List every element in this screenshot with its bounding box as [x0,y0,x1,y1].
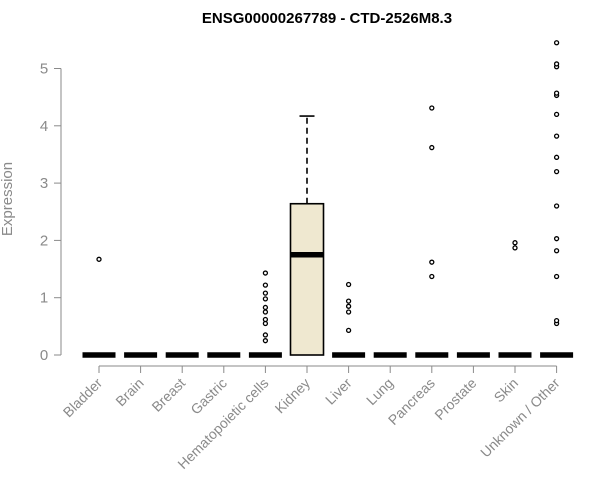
x-tick-label: Unknown / Other [477,375,563,461]
outlier-point [429,273,435,280]
outlier-point [96,256,102,262]
outlier-point [262,282,269,288]
y-tick-label: 4 [40,118,48,135]
outlier-point [262,304,269,311]
outlier-point [345,303,352,309]
outlier-point [429,144,435,151]
box-group [332,281,366,358]
outlier-point [553,40,560,46]
x-tick-label: Bladder [60,375,106,421]
x-tick-label: Kidney [272,375,314,417]
outlier-point [553,154,560,160]
x-tick-label: Liver [322,375,355,408]
box-group [289,115,325,356]
x-tick-label: Skin [491,375,522,406]
box-group [415,105,449,358]
outlier-point [262,290,269,296]
outlier-point [553,168,560,175]
outlier-point [553,111,560,117]
outlier-point [345,281,352,288]
outlier-point [429,105,435,111]
y-tick-label: 2 [40,232,48,249]
outlier-point [553,236,560,242]
box-group [248,270,282,358]
outlier-point [512,240,518,246]
outlier-point [262,296,269,302]
outlier-point [553,90,560,96]
outlier-point [553,317,560,324]
outlier-point [553,133,560,139]
outlier-point [345,309,352,315]
x-tick-label: Prostate [431,375,479,423]
y-tick-label: 1 [40,290,48,307]
outlier-point [429,259,435,265]
outlier-point [262,338,269,344]
box [289,202,325,356]
outlier-point [553,61,560,67]
y-axis-label: Expression [0,162,16,236]
y-axis: 0 1 2 3 4 5 [40,61,62,364]
outlier-point [512,245,518,251]
box-group [82,256,116,358]
outlier-point [345,298,352,304]
y-tick-label: 0 [40,347,48,364]
outlier-point [262,332,269,338]
x-tick-label: Breast [148,375,188,415]
outlier-point [345,327,352,334]
plot-area [82,40,574,358]
x-tick-label: Brain [112,375,146,409]
y-tick-label: 3 [40,175,48,192]
outlier-point [553,248,560,254]
outlier-point [553,203,560,209]
outlier-point [262,309,269,315]
outlier-point [262,270,269,276]
y-tick-label: 5 [40,61,48,78]
x-tick-label: Lung [363,375,396,408]
outlier-point [553,273,560,280]
outlier-point [262,316,269,323]
box-group [540,40,574,358]
chart-title: ENSG00000267789 - CTD-2526M8.3 [202,10,452,27]
box-group [498,240,532,358]
